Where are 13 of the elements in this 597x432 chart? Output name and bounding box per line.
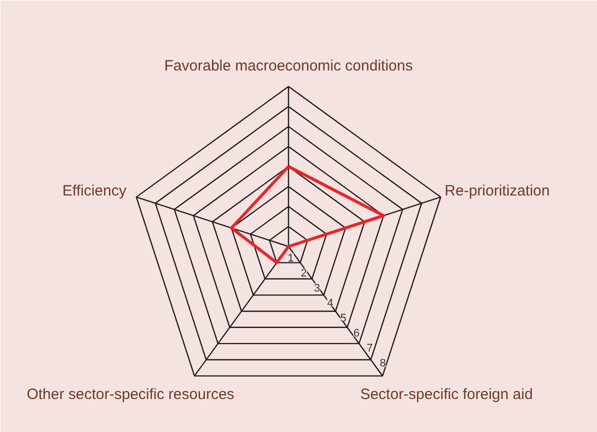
spoke-label: Favorable macroeconomic conditions (164, 58, 413, 74)
y-tick-label: 7 (366, 342, 373, 355)
y-tick-label: 2 (300, 267, 307, 280)
spoke-label: Re-prioritization (444, 182, 550, 200)
y-tick-label: 3 (314, 282, 320, 294)
spoke-label: Other sector-specific resources (26, 386, 234, 403)
y-tick-label: 5 (340, 312, 346, 325)
spoke-label: Efficiency (62, 182, 127, 200)
spoke-label: Sector-specific foreign aid (360, 386, 533, 403)
y-tick-label: 6 (353, 328, 360, 340)
y-tick-label: 1 (288, 252, 294, 264)
y-tick-label: 4 (327, 297, 334, 310)
y-tick-label: 8 (380, 358, 386, 370)
